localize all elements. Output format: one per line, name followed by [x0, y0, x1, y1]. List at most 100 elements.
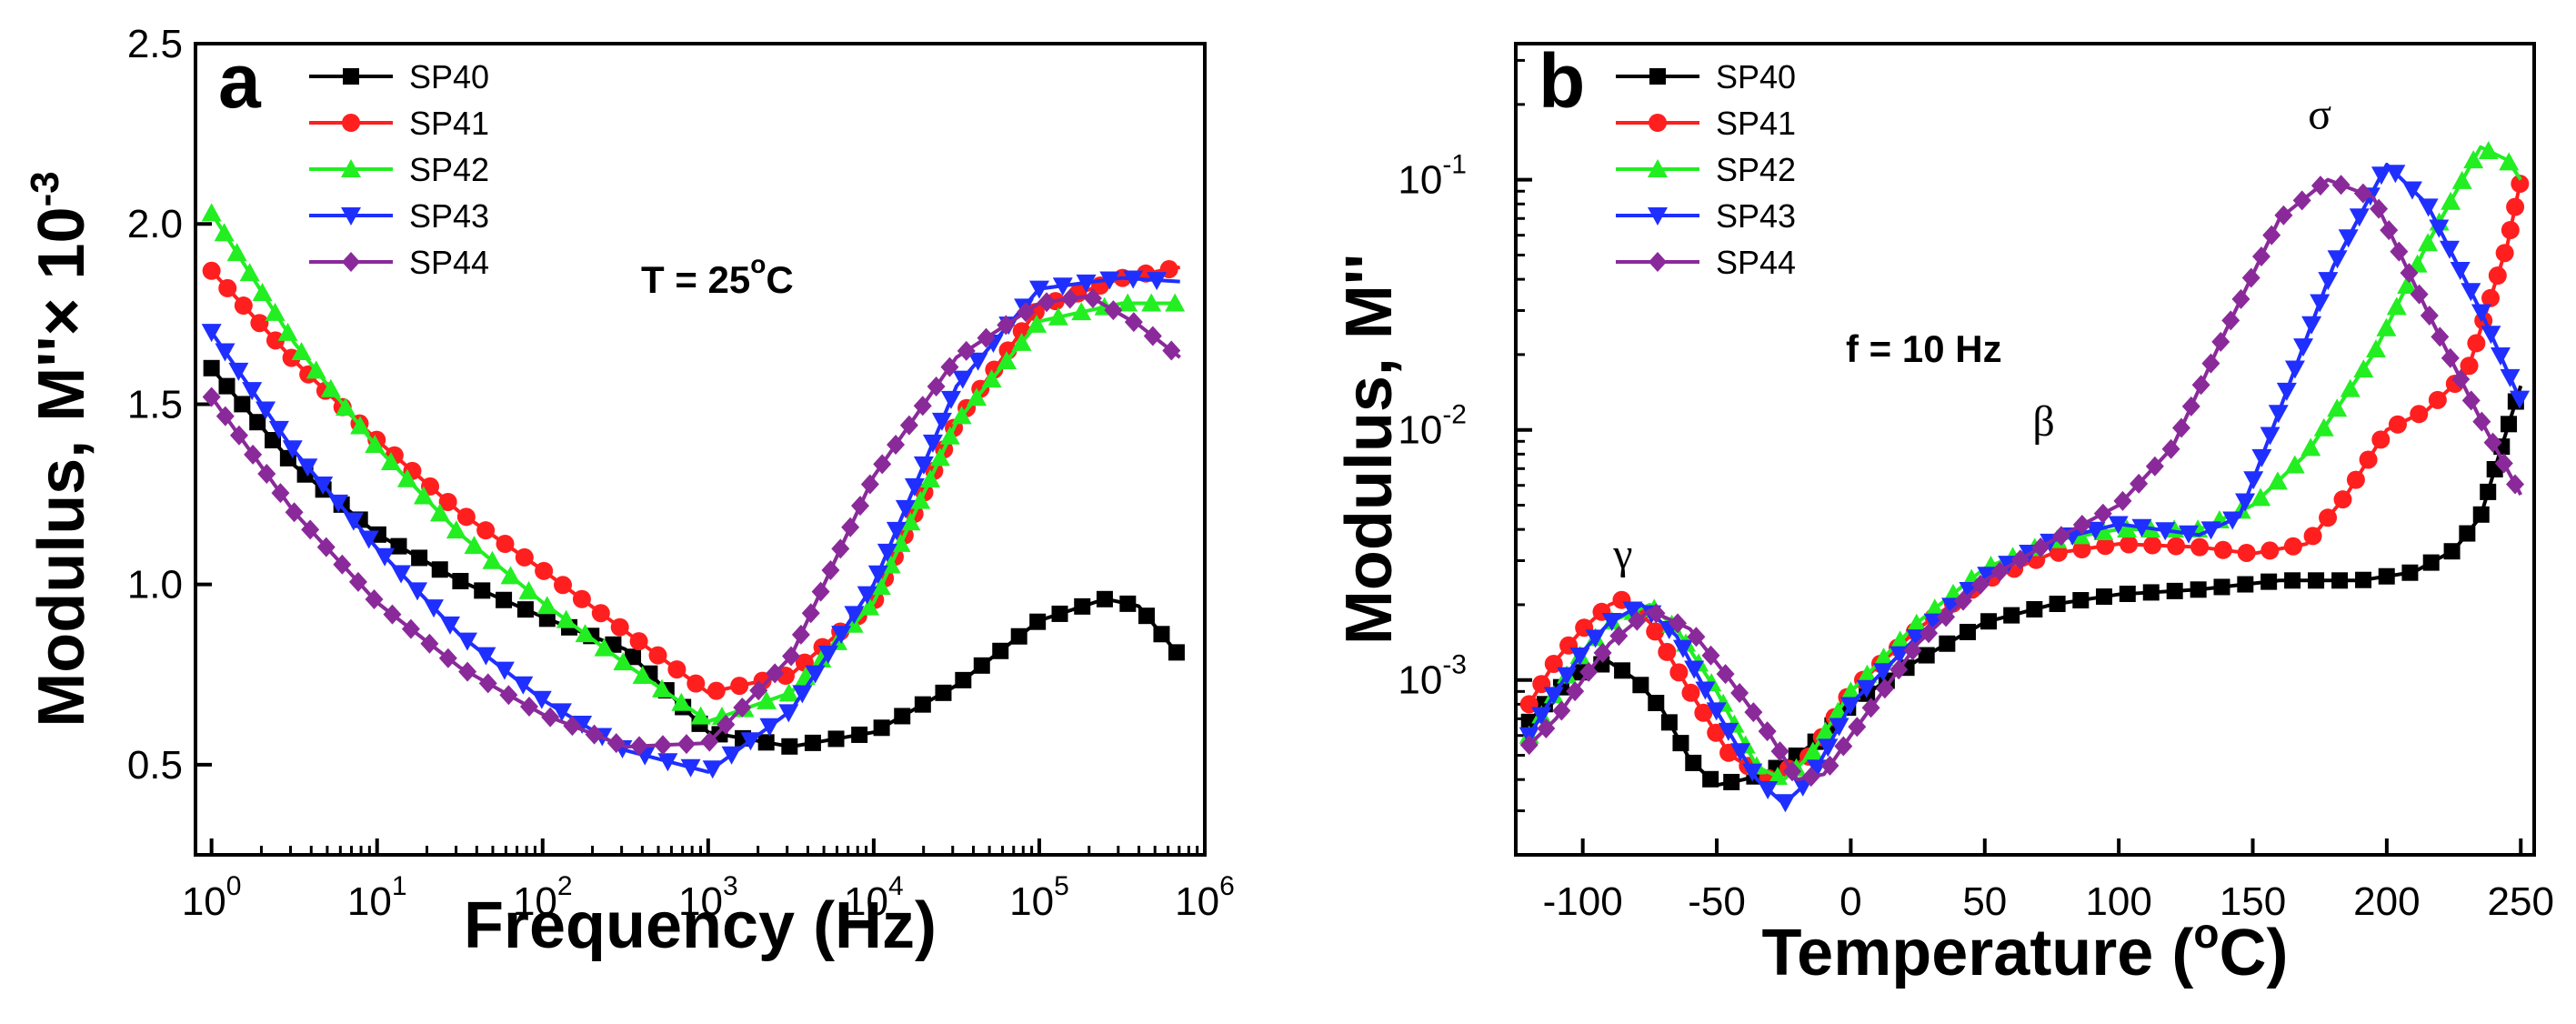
panel-a-series-sp40 — [203, 359, 1185, 755]
panel-b-marker-sp43 — [2200, 521, 2221, 540]
panel-a-marker-sp44 — [850, 496, 869, 517]
panel-a-marker-sp42 — [967, 387, 987, 407]
panel-b-marker-sp44 — [1801, 767, 1820, 788]
panel-b-marker-sp41 — [2072, 539, 2091, 558]
panel-b-annotation: f = 10 Hz — [1846, 327, 2002, 370]
panel-a-marker-sp44 — [957, 340, 976, 361]
panel-b-marker-sp44 — [1647, 603, 1666, 624]
panel-a-marker-sp42 — [482, 550, 503, 569]
panel-a-marker-sp44 — [499, 685, 518, 706]
panel-b-marker-sp41 — [1658, 642, 1677, 661]
panel-b-marker-sp40 — [1685, 754, 1702, 771]
panel-a-legend-entry: SP43 — [309, 197, 489, 235]
panel-b-marker-sp43 — [1706, 702, 1727, 721]
panel-b-marker-sp40 — [2443, 543, 2461, 560]
panel-a-marker-sp40 — [1168, 644, 1185, 661]
panel-a-marker-sp42 — [464, 536, 485, 555]
panel-b-marker-sp43 — [2439, 240, 2460, 259]
panel-b-marker-sp42 — [2451, 170, 2472, 189]
panel-a-marker-sp42 — [671, 692, 692, 711]
panel-b-marker-sp44 — [2161, 438, 2180, 459]
panel-a-marker-sp44 — [229, 425, 248, 446]
panel-b-marker-sp42 — [2353, 359, 2374, 378]
panel-a-marker-sp42 — [214, 223, 235, 242]
panel-b-marker-sp40 — [1980, 613, 1998, 630]
panel-b-marker-sp44 — [1687, 627, 1706, 648]
panel-a-marker-sp40 — [935, 684, 952, 701]
panel-b-marker-sp44 — [2010, 549, 2030, 570]
panel-a-marker-sp40 — [496, 591, 513, 608]
panel-a-legend-label: SP44 — [409, 244, 489, 281]
panel-a-marker-sp42 — [1165, 293, 1186, 312]
panel-b-marker-sp43 — [1718, 722, 1739, 741]
panel-b-marker-sp44 — [2461, 390, 2481, 411]
panel-b-marker-sp43 — [2318, 272, 2339, 291]
panel-a-legend: SP40 SP41 SP42 SP43 SP44 — [309, 58, 489, 281]
panel-a-legend-marker — [341, 207, 361, 226]
panel-a-marker-sp42 — [252, 283, 273, 302]
panel-b-marker-sp40 — [1614, 662, 1631, 679]
panel-a-x-tick-label: 105 — [1009, 871, 1069, 924]
panel-a-marker-sp43 — [867, 565, 888, 584]
panel-a-marker-sp44 — [478, 673, 497, 694]
panel-a-marker-sp42 — [890, 533, 911, 552]
panel-a-annotation: T = 25oC — [641, 250, 794, 301]
panel-a-marker-sp43 — [886, 521, 907, 540]
panel-b-marker-sp43 — [1531, 707, 1552, 726]
panel-a-marker-sp44 — [831, 538, 850, 559]
panel-a-marker-sp43 — [358, 530, 379, 549]
panel-b-marker-sp44 — [2483, 432, 2502, 453]
panel-b-legend-label: SP42 — [1716, 151, 1796, 188]
panel-b-marker-sp44 — [1701, 645, 1720, 666]
panel-b-marker-sp40 — [2049, 596, 2066, 613]
panel-a-marker-sp40 — [781, 738, 798, 755]
panel-b-marker-sp40 — [1632, 677, 1649, 694]
panel-a-marker-sp42 — [594, 637, 615, 657]
panel-b-marker-sp42 — [2117, 519, 2138, 538]
panel-b-marker-sp43 — [1684, 660, 1705, 679]
panel-b-marker-sp44 — [2201, 353, 2220, 374]
panel-a-marker-sp42 — [396, 468, 417, 487]
panel-a-marker-sp44 — [766, 663, 785, 684]
panel-a-x-tick-label: 103 — [678, 871, 738, 924]
panel-b-marker-sp44 — [1716, 664, 1735, 685]
panel-a-marker-sp43 — [952, 370, 973, 389]
panel-a-marker-sp40 — [218, 377, 236, 395]
panel-b-marker-sp43 — [2108, 516, 2129, 535]
panel-b-marker-sp41 — [2410, 405, 2429, 424]
panel-a-marker-sp40 — [757, 734, 775, 751]
panel-b-marker-sp42 — [2340, 378, 2360, 397]
panel-b-marker-sp40 — [2331, 572, 2349, 589]
panel-a-marker-sp42 — [277, 322, 298, 341]
panel-a-marker-sp43 — [423, 599, 444, 618]
panel-a-legend-marker — [343, 68, 359, 85]
panel-b-marker-sp43 — [1839, 697, 1860, 716]
panel-b-marker-sp44 — [1669, 613, 1688, 634]
panel-a-marker-sp42 — [291, 342, 312, 361]
panel-a-marker-sp42 — [651, 678, 672, 698]
panel-b-marker-sp43 — [1856, 679, 1877, 698]
panel-b-marker-sp43 — [1695, 681, 1716, 700]
panel-a-marker-sp44 — [257, 464, 276, 485]
panel-a-marker-sp42 — [1027, 314, 1047, 333]
panel-a-legend-marker — [342, 114, 360, 132]
panel-a-marker-sp44 — [420, 633, 439, 654]
panel-b-marker-sp43 — [2178, 525, 2199, 544]
panel-b-line-sp44 — [1528, 177, 2523, 782]
panel-b-marker-sp41 — [2511, 175, 2530, 194]
panel-b-marker-sp42 — [2327, 398, 2348, 417]
panel-a-marker-sp43 — [702, 760, 723, 779]
panel-b-marker-sp44 — [1758, 721, 1777, 742]
panel-a-legend-label: SP41 — [409, 105, 489, 142]
panel-a-marker-sp40 — [1096, 590, 1113, 607]
panel-b-legend-marker — [1648, 159, 1668, 177]
panel-a-x-tick-label: 102 — [513, 871, 573, 924]
panel-a-marker-sp42 — [929, 447, 950, 467]
panel-b-marker-sp40 — [2260, 573, 2278, 590]
panel-b-marker-sp43 — [2155, 522, 2176, 541]
panel-b-marker-sp42 — [1815, 721, 1836, 740]
panel-a-marker-sp42 — [239, 263, 260, 282]
panel-a-marker-sp41 — [250, 314, 269, 333]
panel-b-marker-sp41 — [2460, 356, 2479, 376]
panel-b-legend-label: SP43 — [1716, 197, 1796, 235]
